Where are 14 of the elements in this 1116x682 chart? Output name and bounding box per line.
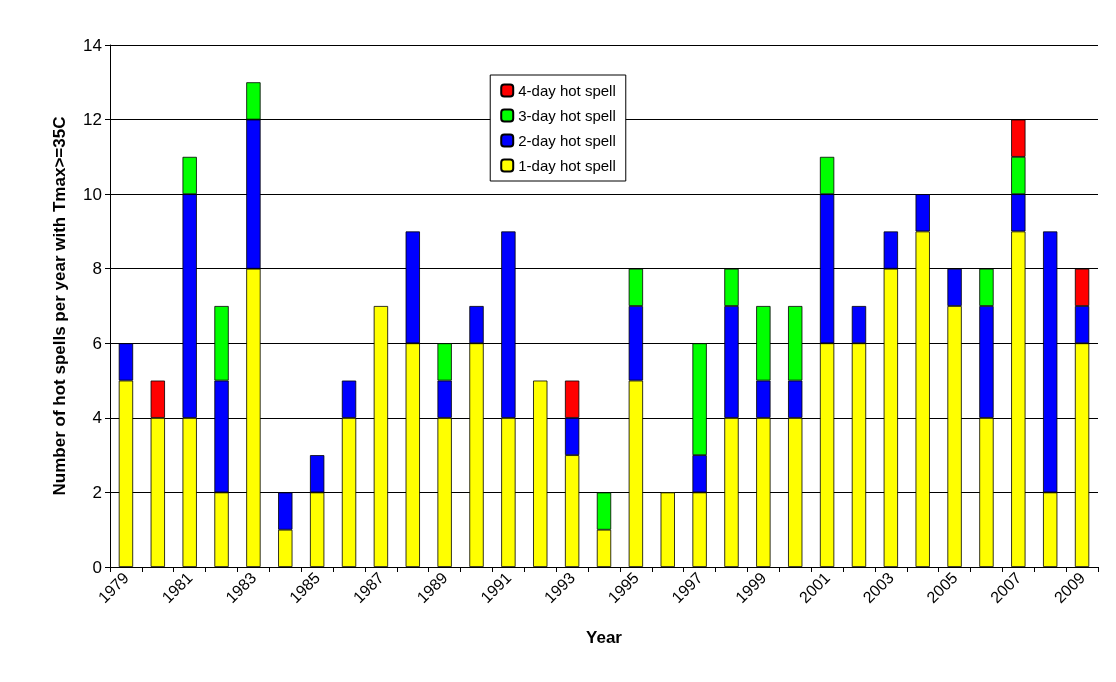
legend-label: 2-day hot spell — [518, 132, 616, 149]
x-axis-title: Year — [586, 628, 623, 647]
y-tick-label: 4 — [92, 408, 102, 428]
y-tick-label: 8 — [92, 259, 102, 279]
y-tick-label: 12 — [83, 110, 102, 130]
legend-label: 1-day hot spell — [518, 157, 616, 174]
y-tick-label: 10 — [83, 184, 102, 204]
y-tick-label: 6 — [92, 333, 102, 353]
y-tick-label: 0 — [92, 557, 102, 577]
legend-label: 3-day hot spell — [518, 107, 616, 124]
legend-label: 4-day hot spell — [518, 82, 616, 99]
y-tick-label: 2 — [92, 482, 102, 502]
y-tick-label: 14 — [83, 35, 102, 55]
y-axis-title: Number of hot spells per year with Tmax>=35C — [50, 116, 69, 496]
